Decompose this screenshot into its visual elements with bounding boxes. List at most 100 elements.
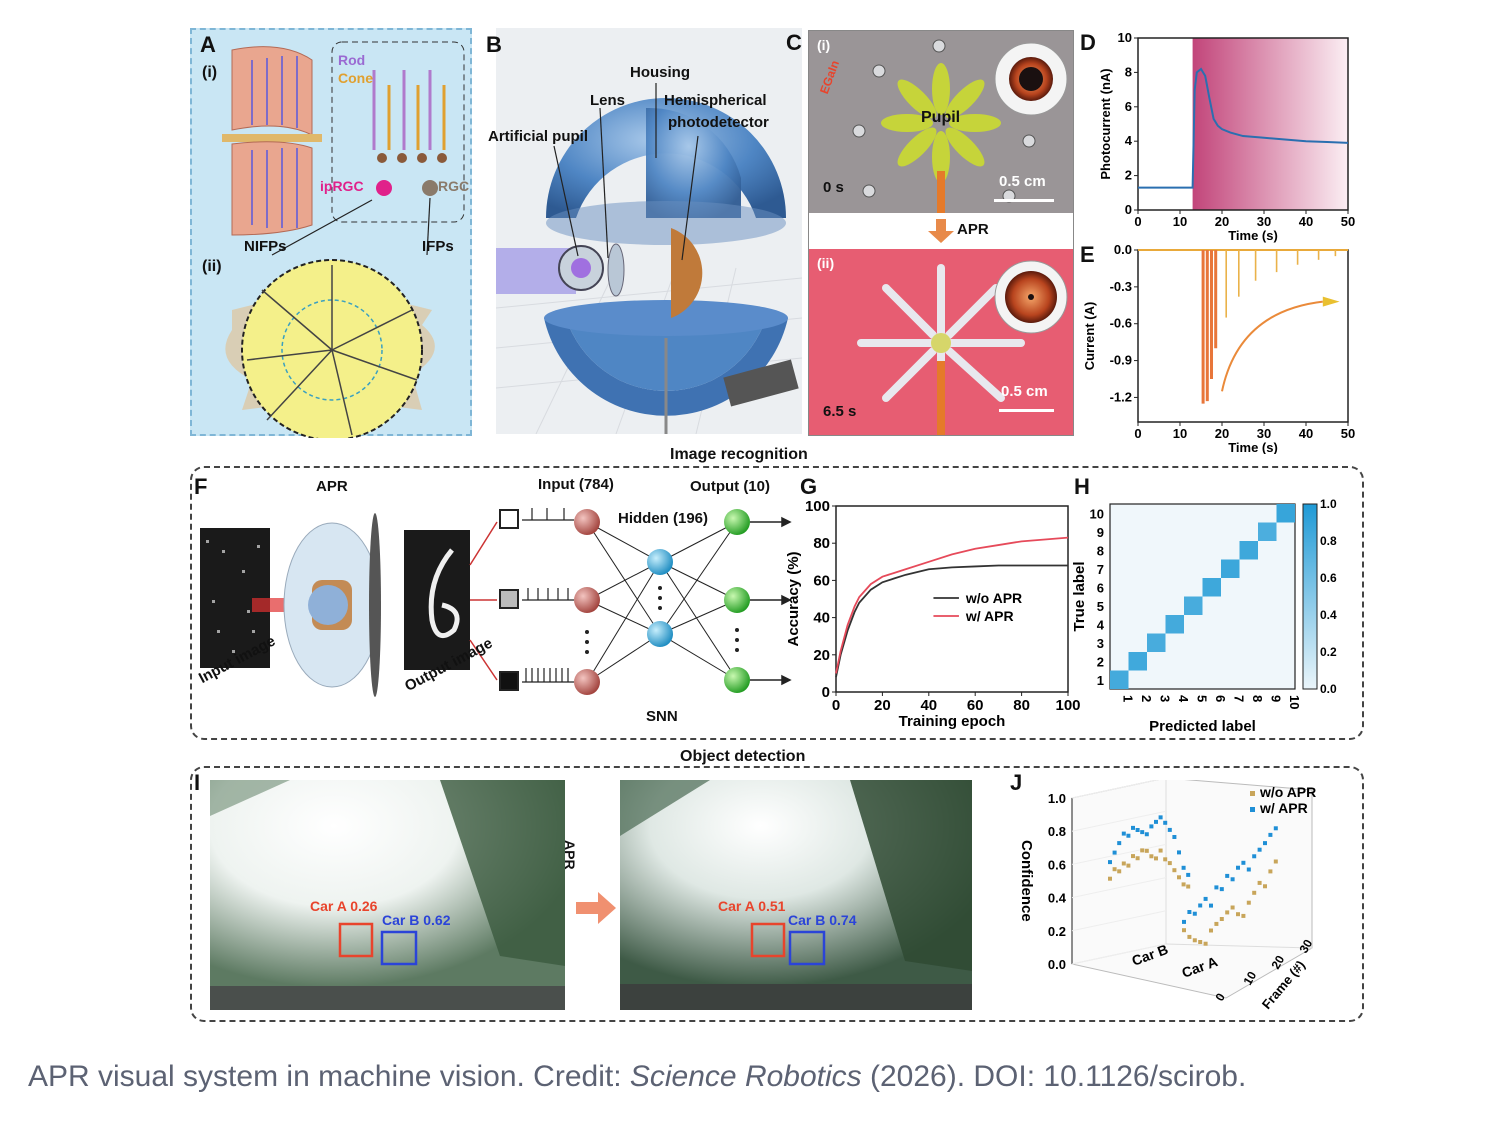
chart-h-xtick-label: 1	[1120, 695, 1135, 702]
chart-h-ylabel: True label	[1071, 561, 1088, 631]
object-detection-title: Object detection	[680, 748, 806, 765]
object-detection-box	[190, 766, 1364, 1022]
caption-prefix: APR visual system in machine vision. Cre…	[28, 1060, 630, 1093]
left-car-b-box	[380, 930, 418, 966]
panel-d-letter: D	[1080, 30, 1096, 55]
chart-g-ytick-label: 100	[805, 498, 830, 515]
left-car-b-label: Car B 0.62	[382, 912, 451, 928]
panel-f-illustration	[200, 508, 792, 697]
hidden-neurons	[647, 549, 673, 647]
time-65-label: 6.5 s	[823, 403, 857, 420]
chart-h-cell-diagonal	[1258, 522, 1277, 541]
chart-j-point-car-a	[1268, 869, 1273, 874]
chart-d-xtick-label: 40	[1299, 214, 1313, 229]
chart-h-ytick-label: 5	[1097, 599, 1104, 614]
chart-e-xtick-label: 10	[1173, 426, 1187, 441]
cone-label: Cone	[338, 70, 373, 86]
figure-caption: APR visual system in machine vision. Cre…	[28, 1060, 1246, 1094]
chart-j-point-car-b	[1108, 860, 1112, 865]
chart-e-arrowhead	[1322, 296, 1340, 307]
panel-a-illustration	[222, 41, 465, 441]
chart-j-frame-tick: 10	[1240, 969, 1259, 988]
chart-g-xtick-label: 60	[967, 697, 984, 714]
chart-j-point-car-b	[1131, 854, 1135, 859]
apr-label-f: APR	[316, 478, 348, 495]
chart-j-point-car-b	[1158, 848, 1163, 853]
panel-e-letter: E	[1080, 242, 1095, 267]
image-recognition-box	[190, 466, 1364, 740]
chart-g-xtick-label: 40	[920, 697, 937, 714]
chart-e-ylabel: Current (A)	[1082, 302, 1097, 371]
chart-e-ytick-label: -0.6	[1110, 316, 1132, 331]
chart-h-cell-diagonal	[1221, 559, 1240, 578]
chart-j-point-car-a	[1236, 912, 1240, 917]
rgc-cell	[422, 180, 438, 196]
chart-j-point-car-a	[1268, 832, 1273, 837]
chart-j-point-car-b	[1144, 832, 1149, 837]
panel-i-letter: I	[194, 770, 201, 795]
panel-b-illustration	[495, 83, 803, 435]
eye-fundus	[225, 259, 435, 441]
chart-j-point-car-a	[1182, 928, 1186, 933]
chart-e-ytick-label: 0.0	[1114, 242, 1132, 257]
chart-j-ztick-label: 0.8	[1048, 824, 1066, 839]
chart-j-point-car-b	[1140, 830, 1145, 835]
retina-strip-top	[231, 46, 313, 136]
chart-h-colorbar-label: 0.6	[1320, 571, 1337, 585]
nifps-label: NIFPs	[244, 238, 287, 255]
chart-j-point-car-a	[1182, 919, 1186, 924]
chart-j-frame-tick: 20	[1268, 953, 1287, 972]
chart-j-point-car-a	[1209, 903, 1213, 908]
chart-j-point-car-a	[1203, 941, 1208, 946]
chart-j-point-car-b	[1144, 848, 1149, 853]
chart-j-point-car-a	[1192, 911, 1197, 916]
input-pixel-black	[499, 671, 519, 691]
chart-h-xtick-label: 7	[1231, 695, 1246, 702]
frame-stack-right	[620, 780, 972, 1010]
scale-bar-top	[994, 199, 1054, 202]
chart-j-point-car-b	[1131, 825, 1135, 830]
chart-j-point-car-b	[1163, 857, 1168, 862]
chart-h-colorbar-label: 0.2	[1320, 645, 1337, 659]
chart-j-point-car-b	[1177, 850, 1181, 855]
chart-h-xtick-label: 5	[1194, 695, 1209, 702]
chart-e-ytick-label: -1.2	[1110, 389, 1132, 404]
housing-label: Housing	[630, 64, 690, 81]
chart-e-xtick-label: 30	[1257, 426, 1271, 441]
chart-d-ytick-label: 6	[1125, 99, 1132, 114]
chart-h-ytick-label: 10	[1090, 506, 1104, 521]
chart-h-cell-diagonal	[1147, 633, 1166, 652]
pupil-label: Pupil	[921, 109, 961, 126]
chart-h-cell-diagonal	[1239, 541, 1258, 560]
chart-j-zlabel: Confidence	[1018, 840, 1035, 922]
scale-label-bottom: 0.5 cm	[1001, 383, 1048, 400]
chart-j-point-car-a	[1187, 910, 1192, 914]
chart-h-ytick-label: 4	[1097, 617, 1105, 632]
chart-j-point-car-a	[1263, 884, 1267, 889]
chart-h-cell-diagonal	[1165, 615, 1184, 634]
chart-d-photocurrent: 0 10 20 30 40 50 0 2 4 6 8 10 Time (s) Photocurrent (…	[1098, 30, 1355, 243]
chart-d-line	[1138, 67, 1349, 189]
chart-g-legend-label: w/ APR	[965, 608, 1014, 624]
chart-j-point-car-b	[1117, 869, 1122, 874]
panel-a-letter: A	[200, 32, 216, 57]
chart-g-frame	[835, 505, 1069, 693]
chart-g-xtick-label: 100	[1055, 697, 1080, 714]
panel-i-illustration	[210, 780, 972, 1010]
chart-h-cell-diagonal	[1202, 578, 1221, 597]
chart-j-point-car-a	[1273, 826, 1278, 831]
panel-c-frame: (i) EGaIn Pupil 0 s 0.5 cm APR (ii) 6.5 …	[808, 30, 1074, 436]
chart-j-point-car-a	[1192, 938, 1197, 943]
panel-j-letter: J	[1010, 770, 1023, 795]
chart-j-ztick-label: 0.0	[1048, 957, 1066, 972]
chart-j-gridline	[1071, 810, 1167, 832]
chart-j-point-car-b	[1154, 819, 1158, 824]
chart-j-point-car-a	[1257, 880, 1262, 885]
chart-d-illumination-region	[1192, 38, 1348, 210]
panel-f-letter: F	[194, 474, 208, 499]
chart-j-point-car-a	[1252, 890, 1257, 895]
panel-g-letter: G	[800, 474, 818, 499]
chart-j-point-car-b	[1108, 876, 1112, 881]
chart-j-point-car-a	[1219, 887, 1224, 892]
chart-j-point-car-b	[1135, 828, 1140, 832]
